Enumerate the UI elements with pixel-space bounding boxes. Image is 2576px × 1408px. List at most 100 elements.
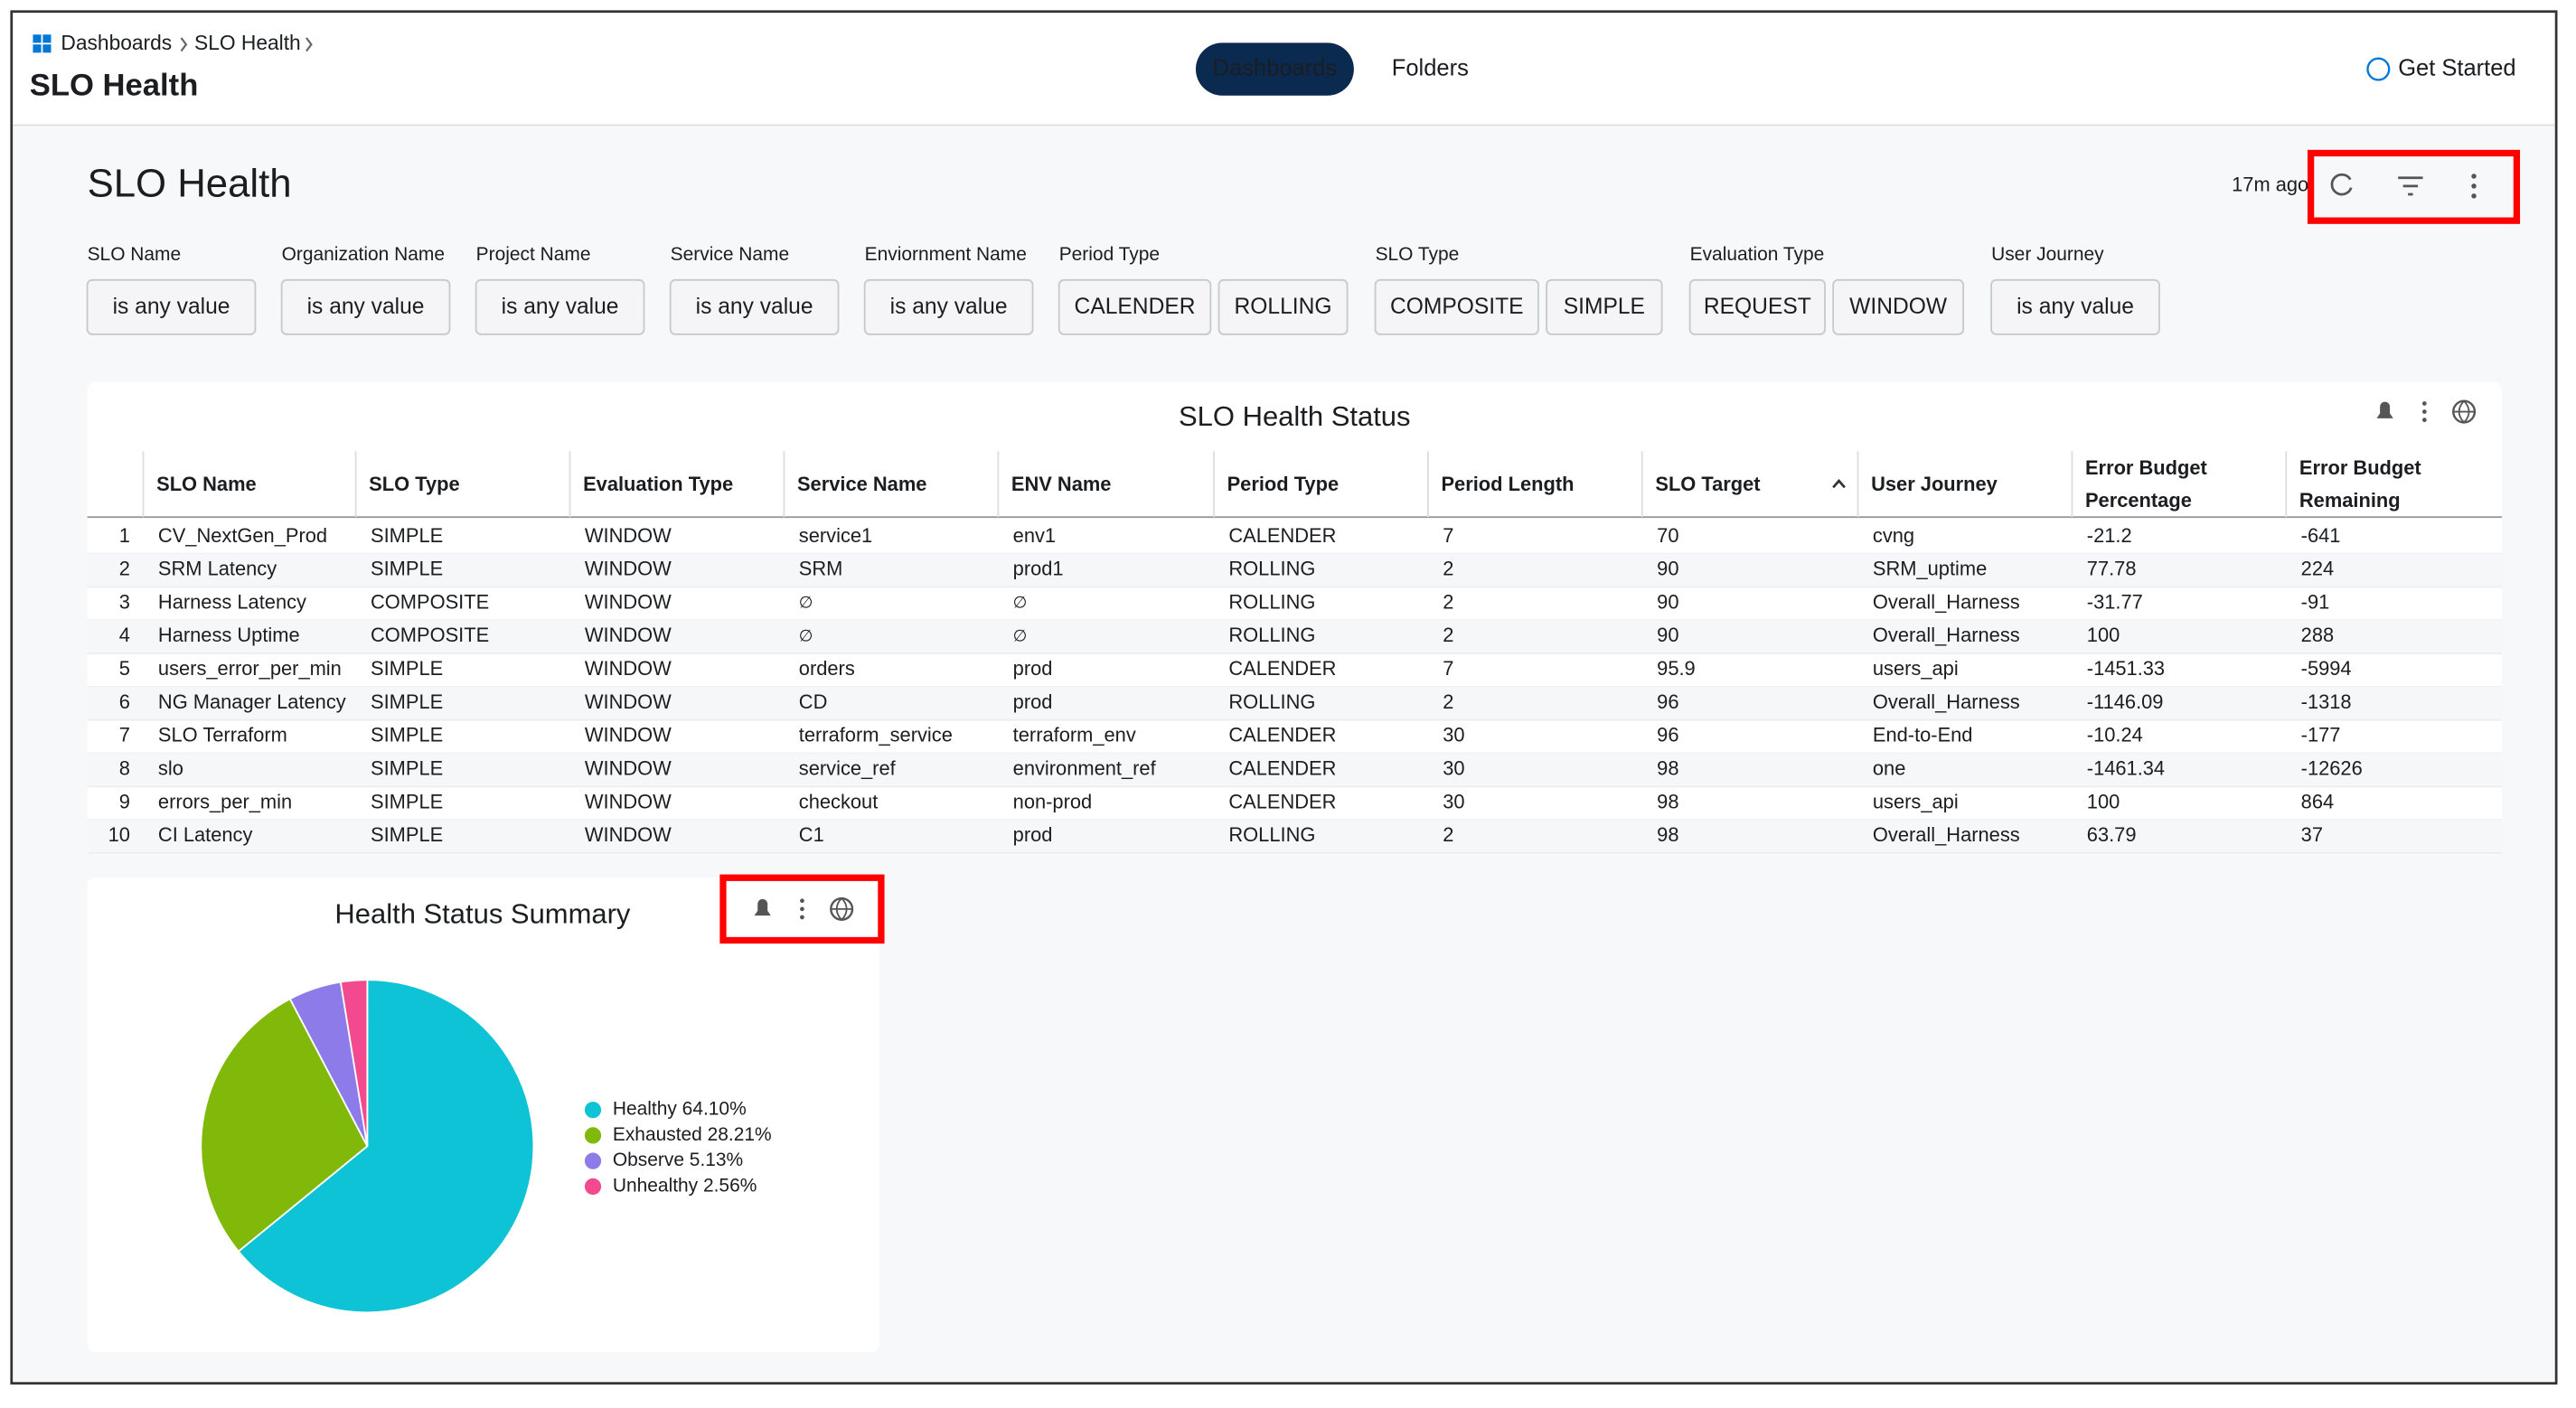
more-icon[interactable] bbox=[800, 898, 804, 904]
filter-option[interactable]: is any value bbox=[113, 295, 230, 319]
column-header[interactable]: Period Type bbox=[1227, 472, 1340, 496]
column-header: ENV Name bbox=[1011, 472, 1112, 496]
cell: Overall_Harness bbox=[1873, 823, 2020, 846]
cell: ∅ bbox=[1013, 593, 1028, 611]
column-header: User Journey bbox=[1871, 472, 1998, 496]
more-icon[interactable] bbox=[2421, 418, 2427, 423]
cell: service_ref bbox=[799, 756, 897, 779]
cell: WINDOW bbox=[585, 724, 672, 746]
cell: 30 bbox=[1443, 790, 1464, 812]
cell: -91 bbox=[2301, 590, 2330, 613]
row-number: 7 bbox=[119, 724, 130, 746]
tab-active[interactable] bbox=[1195, 42, 1354, 96]
filter-button[interactable] bbox=[1058, 278, 1212, 335]
filter-button[interactable] bbox=[1374, 278, 1539, 335]
column-header[interactable]: Error Budget Percentage bbox=[2084, 455, 2207, 512]
cell: SRM Latency bbox=[158, 558, 277, 580]
cell: 2 bbox=[1443, 624, 1453, 646]
breadcrumb[interactable]: SLO Health bbox=[194, 31, 301, 54]
cell: SIMPLE bbox=[371, 524, 443, 547]
row-number: 3 bbox=[119, 590, 130, 613]
filter-option[interactable]: SIMPLE bbox=[1564, 295, 1645, 319]
column-header[interactable]: Error Budget Remaining bbox=[2299, 455, 2421, 512]
tab[interactable]: Dashboards bbox=[1213, 55, 1338, 80]
column-header[interactable]: SLO Type bbox=[369, 472, 460, 496]
column-header[interactable]: Period Length bbox=[1441, 472, 1575, 496]
more-icon[interactable] bbox=[2471, 183, 2477, 189]
legend-swatch bbox=[584, 1152, 602, 1169]
cell: 2 bbox=[1443, 590, 1453, 613]
cell: 63.79 bbox=[2087, 823, 2137, 846]
column-header[interactable]: SLO Name bbox=[156, 472, 257, 496]
column-header[interactable]: SLO Target bbox=[1655, 472, 1761, 496]
filter-label: Project Name bbox=[476, 244, 591, 265]
cell: prod bbox=[1013, 657, 1053, 680]
filter-button[interactable] bbox=[863, 278, 1034, 335]
cell: prod bbox=[1013, 690, 1053, 713]
filter-option[interactable]: is any value bbox=[307, 295, 425, 319]
filter-option[interactable]: is any value bbox=[502, 295, 619, 319]
cell: ROLLING bbox=[1228, 558, 1315, 580]
more-icon[interactable] bbox=[800, 906, 804, 912]
filter-button[interactable] bbox=[1832, 278, 1965, 335]
filter-button[interactable] bbox=[1546, 278, 1663, 335]
filter-option[interactable]: is any value bbox=[890, 295, 1008, 319]
filter-button[interactable] bbox=[669, 278, 840, 335]
more-icon[interactable] bbox=[2471, 174, 2477, 179]
dashboards-icon bbox=[42, 34, 52, 43]
cell: CV_NextGen_Prod bbox=[158, 524, 327, 547]
cell: WINDOW bbox=[585, 756, 672, 779]
column-header[interactable]: Service Name bbox=[796, 472, 927, 496]
refresh-icon[interactable] bbox=[2330, 173, 2353, 196]
cell: 96 bbox=[1657, 690, 1678, 713]
filter-option[interactable]: is any value bbox=[2017, 295, 2134, 319]
filter-button[interactable] bbox=[280, 278, 451, 335]
dashboards-icon bbox=[42, 44, 52, 53]
cell: ROLLING bbox=[1228, 590, 1315, 613]
alert-icon[interactable] bbox=[754, 898, 771, 916]
more-icon[interactable] bbox=[2421, 401, 2427, 406]
filter-button[interactable] bbox=[1990, 278, 2160, 335]
filter-option[interactable]: REQUEST bbox=[1704, 295, 1811, 319]
column-header[interactable]: User Journey bbox=[1871, 472, 1998, 496]
cell: COMPOSITE bbox=[371, 624, 489, 646]
more-icon[interactable] bbox=[2471, 193, 2477, 199]
cell: terraform_service bbox=[799, 724, 953, 746]
column-header: Error Budget Percentage bbox=[2084, 455, 2207, 512]
column-header[interactable]: ENV Name bbox=[1011, 472, 1112, 496]
cell: 98 bbox=[1657, 756, 1678, 779]
alert-icon[interactable] bbox=[2376, 401, 2393, 418]
legend-swatch bbox=[584, 1178, 602, 1196]
filter-button[interactable] bbox=[1217, 278, 1349, 335]
filter-button[interactable] bbox=[475, 278, 645, 335]
cell: 90 bbox=[1657, 558, 1678, 580]
more-icon[interactable] bbox=[2421, 409, 2427, 414]
filter-option[interactable]: WINDOW bbox=[1849, 295, 1948, 319]
cell: 98 bbox=[1657, 823, 1678, 846]
cell: CALENDER bbox=[1228, 724, 1336, 746]
filter-option[interactable]: CALENDER bbox=[1075, 295, 1196, 319]
filter-icon[interactable] bbox=[2398, 176, 2423, 196]
cell: WINDOW bbox=[585, 690, 672, 713]
globe-icon[interactable] bbox=[2453, 400, 2475, 424]
pie-slice bbox=[339, 979, 369, 1147]
row-number: 2 bbox=[119, 558, 130, 580]
cell: 224 bbox=[2301, 558, 2334, 580]
filter-button[interactable] bbox=[86, 278, 257, 335]
more-icon[interactable] bbox=[800, 915, 804, 920]
filter-option[interactable]: is any value bbox=[696, 295, 813, 319]
cell: -1461.34 bbox=[2087, 756, 2165, 779]
filter-button[interactable] bbox=[1688, 278, 1826, 335]
cell: SIMPLE bbox=[371, 657, 443, 680]
get-started[interactable]: Get Started bbox=[2398, 55, 2515, 80]
cell: SIMPLE bbox=[371, 756, 443, 779]
table-title: SLO Health Status bbox=[1179, 400, 1411, 432]
filter-label: Organization Name bbox=[282, 244, 445, 265]
tab[interactable]: Folders bbox=[1392, 55, 1469, 80]
globe-icon[interactable] bbox=[831, 897, 853, 922]
filter-option[interactable]: COMPOSITE bbox=[1390, 295, 1524, 319]
filter-option[interactable]: ROLLING bbox=[1235, 295, 1332, 319]
column-header[interactable]: Evaluation Type bbox=[583, 472, 734, 496]
cell: ∅ bbox=[1013, 626, 1028, 644]
breadcrumb[interactable]: Dashboards bbox=[61, 31, 172, 54]
